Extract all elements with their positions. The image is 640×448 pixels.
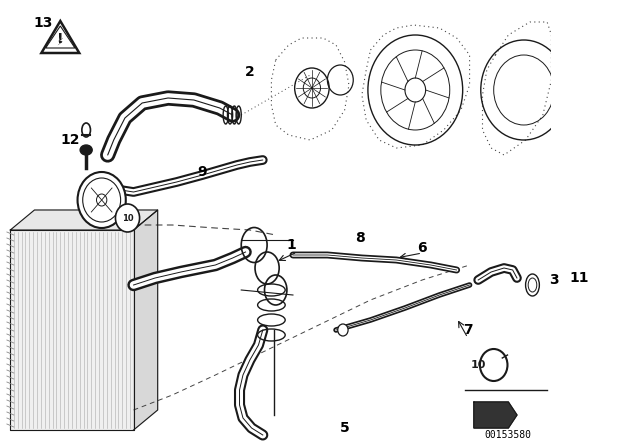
Text: 00153580: 00153580 xyxy=(485,430,532,440)
Text: 1: 1 xyxy=(286,238,296,252)
Circle shape xyxy=(338,324,348,336)
Text: 10: 10 xyxy=(122,214,133,223)
Text: 6: 6 xyxy=(417,241,427,255)
Polygon shape xyxy=(134,210,157,430)
Polygon shape xyxy=(474,402,517,428)
Text: !: ! xyxy=(57,32,63,46)
Circle shape xyxy=(77,172,126,228)
Ellipse shape xyxy=(525,274,540,296)
Text: 2: 2 xyxy=(245,65,255,79)
Text: 3: 3 xyxy=(549,273,559,287)
Circle shape xyxy=(115,204,140,232)
Polygon shape xyxy=(10,210,157,230)
Text: 5: 5 xyxy=(340,421,349,435)
Text: 9: 9 xyxy=(198,165,207,179)
Text: 7: 7 xyxy=(463,323,473,337)
Text: 8: 8 xyxy=(355,231,365,245)
Text: 11: 11 xyxy=(569,271,589,285)
Ellipse shape xyxy=(80,145,92,155)
Text: 13: 13 xyxy=(33,16,52,30)
Polygon shape xyxy=(10,230,134,430)
Text: ⚡: ⚡ xyxy=(56,37,63,47)
Polygon shape xyxy=(42,21,79,53)
Text: 12: 12 xyxy=(61,133,81,147)
Text: 10: 10 xyxy=(470,360,486,370)
